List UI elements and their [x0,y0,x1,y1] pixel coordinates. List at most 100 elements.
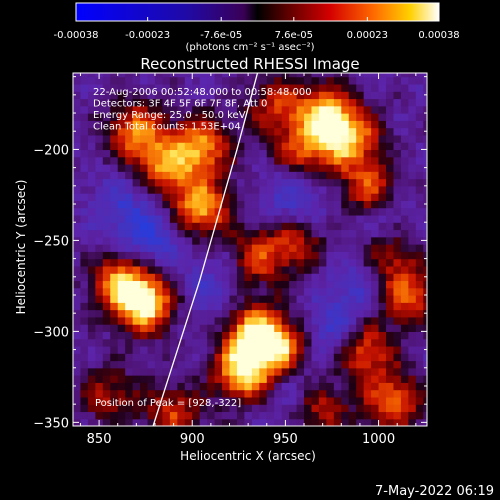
heatmap-cell [281,214,290,223]
heatmap-cell [281,229,290,238]
colorbar-tick-label: -0.00038 [54,30,99,41]
heatmap-cell [80,331,89,340]
heatmap-cell [244,156,253,165]
heatmap-cell [147,258,156,267]
heatmap-cell [281,127,290,136]
heatmap-cell [236,411,246,420]
heatmap-cell [87,149,96,158]
heatmap-cell [207,171,216,180]
heatmap-cell [102,113,111,121]
heatmap-cell [289,258,298,267]
heatmap-cell [415,389,424,398]
heatmap-cell [222,331,231,340]
heatmap-cell [110,418,119,426]
heatmap-cell [222,98,231,107]
heatmap-cell [184,244,193,252]
heatmap-cell [289,171,298,180]
heatmap-cell [393,113,402,121]
heatmap-cell [199,338,208,347]
heatmap-cell [311,258,320,267]
heatmap-cell [147,120,156,129]
heatmap-cell [147,375,156,383]
heatmap-cell [229,280,238,289]
heatmap-cell [177,375,186,383]
heatmap-cell [229,142,238,151]
heatmap-cell [326,251,335,260]
heatmap-cell [371,207,380,216]
heatmap-cell [266,360,275,369]
heatmap-cell [236,360,246,369]
heatmap-cell [244,411,253,420]
heatmap-cell [378,316,387,325]
heatmap-cell [236,193,246,201]
heatmap-cell [229,411,238,420]
heatmap-cell [192,324,201,332]
heatmap-cell [169,91,178,100]
heatmap-cell [304,207,313,216]
x-axis-ticks: 850 900 950 1000 [79,73,417,447]
heatmap-cell [408,73,417,78]
heatmap-cell [251,156,260,165]
heatmap-cell [400,73,409,78]
heatmap-cell [363,287,372,296]
heatmap-cell [423,83,427,92]
heatmap-cell [371,142,380,151]
y-axis-label: Heliocentric Y (arcsec) [14,180,28,315]
heatmap-cell [393,200,402,209]
heatmap-cell [147,389,156,398]
heatmap-cell [132,309,141,318]
heatmap-cell [147,294,156,303]
heatmap-cell [154,287,164,296]
heatmap-cell [125,214,134,223]
heatmap-cell [110,134,119,143]
heatmap-cell [87,331,96,340]
heatmap-cell [356,142,365,151]
heatmap-cell [304,418,313,426]
heatmap-cell [333,73,342,78]
heatmap-cell [423,120,427,129]
heatmap-cell [281,404,290,413]
heatmap-cell [318,214,327,223]
heatmap-cell [400,258,409,267]
heatmap-cell [80,338,89,347]
heatmap-cell [184,113,193,121]
heatmap-cell [415,142,424,151]
heatmap-cell [378,156,387,165]
heatmap-cell [341,91,350,100]
heatmap-cell [95,83,104,92]
heatmap-cell [125,244,134,252]
heatmap-cell [289,105,298,114]
heatmap-cell [147,244,156,252]
heatmap-cell [400,149,409,158]
heatmap-cell [147,207,156,216]
heatmap-cell [259,200,268,209]
heatmap-cell [400,163,409,172]
heatmap-cell [311,222,320,231]
heatmap-cell [356,345,365,354]
heatmap-cell [326,171,335,180]
heatmap-cell [162,163,171,172]
heatmap-cell [415,287,424,296]
heatmap-cell [251,193,260,201]
y-axis-ticks: −200−250−300−350 [33,76,427,431]
heatmap-cell [177,127,186,136]
heatmap-cell [304,324,313,332]
heatmap-cell [236,294,246,303]
heatmap-cell [304,178,313,187]
heatmap-cell [95,171,104,180]
heatmap-cell [341,134,350,143]
heatmap-cell [378,345,387,354]
heatmap-cell [140,236,149,245]
heatmap-cell [393,163,402,172]
heatmap-cell [251,120,260,129]
heatmap-cell [386,265,395,274]
heatmap-cell [393,83,402,92]
heatmap-cell [423,98,427,107]
heatmap-cell [400,185,409,194]
heatmap-cell [177,91,186,100]
heatmap-cell [341,331,350,340]
heatmap-cell [318,185,327,194]
heatmap-cell [378,287,387,296]
heatmap-cell [251,265,260,274]
heatmap-cell [236,375,246,383]
